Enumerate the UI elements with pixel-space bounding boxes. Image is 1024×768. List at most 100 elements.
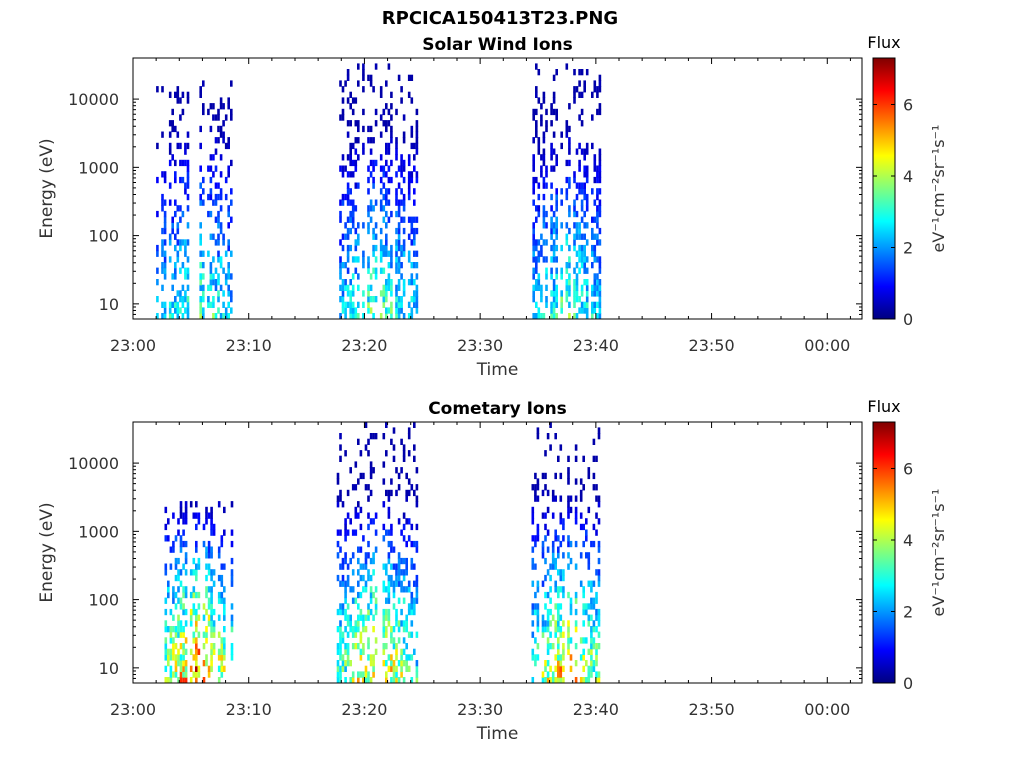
panel2-data-cell	[590, 654, 593, 661]
panel1-data-cell	[227, 103, 230, 110]
panel2-data-cell	[212, 648, 216, 655]
panel2-data-cell	[387, 580, 391, 587]
panel2-data-cell	[230, 569, 234, 576]
panel1-data-cell	[357, 301, 360, 308]
panel1-data-cell	[390, 137, 393, 144]
panel2-data-cell	[562, 518, 565, 525]
panel1-data-cell	[339, 114, 342, 121]
panel1-data-cell	[580, 284, 584, 291]
panel1-x-tick-label: 23:30	[457, 336, 503, 355]
panel2-data-cell	[592, 580, 596, 587]
panel2-data-cell	[207, 546, 211, 553]
panel1-data-cell	[410, 239, 414, 246]
panel2-data-cell	[382, 586, 386, 593]
panel1-data-cell	[535, 279, 538, 286]
panel2-data-cell	[407, 489, 411, 497]
panel2-data-cell	[207, 603, 211, 610]
panel2-data-cell	[367, 495, 370, 502]
panel2-data-cell	[346, 529, 350, 536]
panel2-data-cell	[546, 506, 550, 514]
panel1-data-cell	[573, 176, 576, 184]
panel1-data-cell	[596, 313, 599, 319]
panel1-data-cell	[161, 250, 164, 257]
panel1-data-cell	[535, 301, 538, 308]
panel2-data-cell	[230, 580, 234, 587]
panel1-data-cell	[369, 148, 373, 155]
panel2-data-cell	[341, 563, 345, 570]
panel1-data-cell	[585, 69, 589, 76]
panel1-data-cell	[407, 256, 411, 263]
panel1-data-cell	[224, 142, 228, 150]
panel2-data-cell	[557, 591, 560, 599]
panel1-data-cell	[379, 154, 383, 161]
panel2-data-cell	[184, 586, 188, 593]
panel2-data-cell	[567, 512, 570, 519]
panel2-data-cell	[385, 569, 388, 576]
panel2-data-cell	[197, 631, 201, 638]
panel2-data-cell	[531, 603, 535, 610]
panel1-data-cell	[372, 205, 375, 212]
panel2-data-cell	[410, 603, 414, 610]
panel2-data-cell	[205, 586, 208, 593]
panel1-data-cell	[532, 108, 535, 116]
panel1-data-cell	[578, 69, 581, 76]
panel2-data-cell	[413, 608, 416, 616]
panel2-data-cell	[372, 591, 375, 599]
panel2-data-cell	[397, 660, 401, 667]
panel2-data-cell	[207, 552, 211, 559]
panel1-data-cell	[407, 176, 411, 184]
panel2-data-cell	[597, 569, 601, 576]
panel1-data-cell	[168, 199, 172, 206]
panel1-title: Solar Wind Ions	[422, 35, 573, 55]
panel2-data-cell	[574, 591, 578, 599]
panel2-data-cell	[541, 512, 545, 519]
panel1-data-cell	[156, 176, 159, 184]
panel1-data-cell	[161, 313, 164, 319]
panel2-data-cell	[387, 489, 391, 497]
panel1-data-cell	[346, 301, 350, 308]
panel2-data-cell	[192, 591, 196, 599]
panel2-data-cell	[174, 535, 178, 542]
panel2-data-cell	[415, 574, 419, 582]
panel1-data-cell	[580, 108, 584, 116]
panel1-data-cell	[156, 86, 159, 93]
panel1-data-cell	[537, 97, 541, 104]
panel1-data-cell	[555, 284, 558, 291]
panel2-data-cell	[415, 540, 419, 548]
panel1-data-cell	[583, 193, 586, 201]
panel2-data-cell	[549, 444, 552, 451]
panel1-data-cell	[573, 171, 576, 178]
panel1-data-cell	[552, 307, 556, 314]
panel2-data-cell	[205, 563, 208, 570]
panel1-data-cell	[573, 244, 576, 252]
panel2-data-cell	[357, 591, 360, 599]
panel2-data-cell	[410, 540, 414, 548]
panel2-data-cell	[554, 529, 557, 536]
panel2-data-cell	[369, 677, 373, 683]
panel2-data-cell	[413, 455, 416, 462]
panel2-data-cell	[385, 643, 388, 650]
panel1-data-cell	[565, 239, 569, 246]
panel1-data-cell	[585, 307, 589, 314]
panel2-data-cell	[189, 648, 193, 655]
panel1-data-cell	[349, 227, 352, 235]
panel1-data-cell	[217, 233, 220, 240]
panel1-data-cell	[573, 313, 576, 319]
panel2-data-cell	[592, 620, 596, 627]
panel1-data-cell	[545, 267, 548, 274]
panel1-data-cell	[532, 296, 535, 303]
panel2-data-cell	[410, 523, 414, 531]
panel1-data-cell	[593, 290, 597, 297]
panel2-data-cell	[562, 643, 565, 650]
panel1-data-cell	[156, 267, 159, 274]
panel2-data-cell	[349, 586, 352, 593]
panel1-data-cell	[552, 108, 556, 116]
panel1-data-cell	[227, 267, 230, 274]
panel1-data-cell	[217, 182, 220, 189]
panel1-data-cell	[181, 284, 185, 291]
panel1-data-cell	[535, 284, 538, 291]
panel2-data-cell	[587, 648, 591, 655]
panel1-data-cell	[349, 103, 352, 110]
panel1-data-cell	[346, 284, 350, 291]
panel2-data-cell	[367, 574, 370, 582]
